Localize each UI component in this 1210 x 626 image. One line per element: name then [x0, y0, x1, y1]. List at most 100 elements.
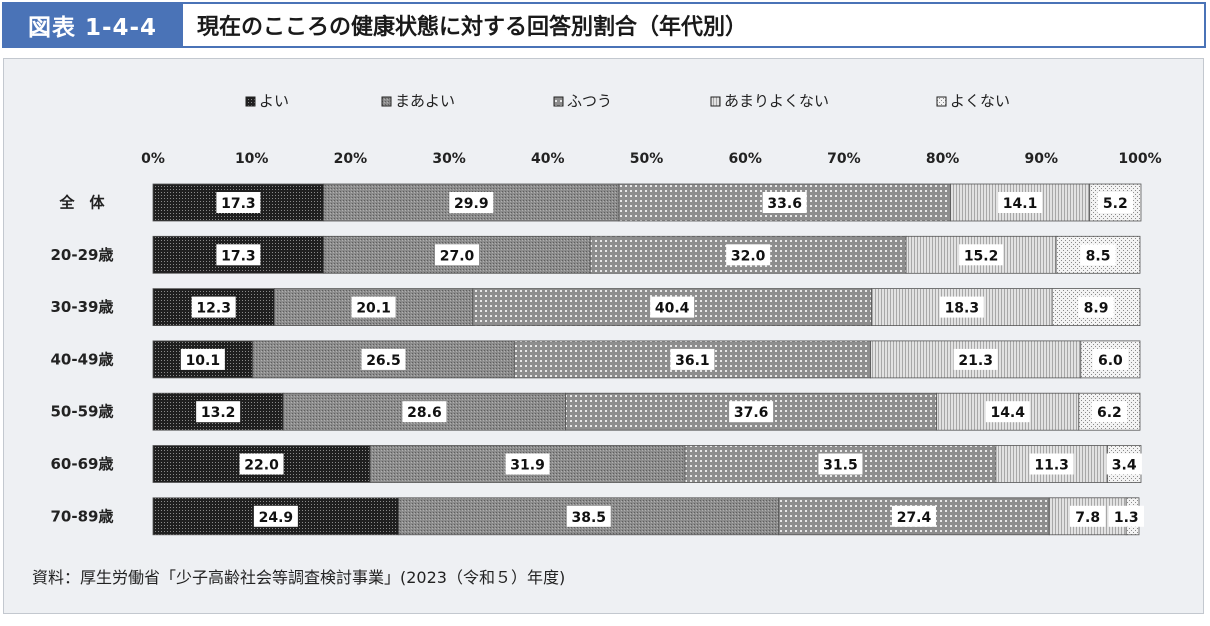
- data-label-box: [818, 453, 863, 475]
- data-label: 18.3: [945, 301, 980, 317]
- data-label: 38.5: [571, 510, 606, 526]
- data-label-box: [1092, 348, 1129, 370]
- category-label: 60-69歳: [51, 455, 114, 473]
- data-label: 31.9: [510, 458, 545, 474]
- data-label: 7.8: [1075, 510, 1100, 526]
- figure-header: 図表 1-4-4 現在のこころの健康状態に対する回答別割合（年代別）: [2, 2, 1206, 48]
- bar-segment: [871, 288, 1053, 327]
- legend-label-5: よくない: [950, 92, 1010, 110]
- chart-panel: よい まあよい ふつう あまりよくない よくない 0% 10% 20% 30% 40% 50% 60…: [3, 58, 1204, 614]
- legend-swatch-3: [553, 96, 564, 107]
- data-label-box: [953, 348, 998, 370]
- data-label-box: [1080, 244, 1116, 266]
- data-label: 6.2: [1097, 405, 1122, 421]
- data-label: 8.9: [1084, 301, 1109, 317]
- data-label: 11.3: [1034, 458, 1069, 474]
- data-label-box: [726, 244, 771, 266]
- data-label: 40.4: [655, 301, 690, 317]
- x-tick-label: 60%: [728, 151, 762, 167]
- data-label-box: [1091, 401, 1128, 423]
- data-label: 36.1: [675, 353, 710, 369]
- x-tick-label: 80%: [926, 151, 960, 167]
- legend-label-1: よい: [259, 92, 289, 110]
- data-label-box: [449, 192, 494, 213]
- category-label: 70-89歳: [51, 507, 114, 525]
- data-label-box: [566, 505, 611, 527]
- x-tick-label: 90%: [1025, 151, 1059, 167]
- data-label: 21.3: [958, 353, 993, 369]
- data-label: 26.5: [366, 353, 401, 369]
- data-label: 31.5: [823, 458, 858, 474]
- data-label-box: [216, 244, 261, 266]
- data-label-box: [939, 296, 984, 318]
- category-label: 40-49歳: [51, 350, 114, 368]
- data-label: 13.2: [201, 405, 236, 421]
- legend-label-2: まあよい: [395, 92, 455, 110]
- x-tick-label: 0%: [141, 151, 165, 167]
- data-label: 1.3: [1114, 510, 1139, 526]
- data-label-box: [361, 348, 406, 370]
- data-label-box: [351, 296, 396, 318]
- data-label-box: [434, 244, 479, 266]
- legend-label-4: あまりよくない: [724, 92, 829, 110]
- legend-swatch-2: [381, 96, 392, 107]
- source-note: 資料：厚生労働省「少子高齢社会等調査検討事業」(2023（令和５）年度): [32, 568, 566, 587]
- data-label: 27.0: [440, 248, 475, 264]
- category-label: 50-59歳: [51, 403, 114, 421]
- data-label: 10.1: [186, 353, 221, 369]
- legend-swatch-1: [245, 96, 256, 107]
- data-label-box: [216, 192, 261, 213]
- stacked-bar-chart: よい まあよい ふつう あまりよくない よくない 0% 10% 20% 30% 40% 50% 60…: [51, 92, 1162, 536]
- data-label-box: [650, 296, 695, 318]
- x-tick-label: 20%: [334, 151, 368, 167]
- data-label-box: [1078, 296, 1114, 318]
- data-label-box: [180, 348, 225, 370]
- data-label: 14.4: [990, 405, 1025, 421]
- legend-swatch-4: [710, 96, 721, 107]
- data-label-box: [253, 505, 298, 527]
- data-label-box: [670, 348, 715, 370]
- data-label-box: [959, 244, 1004, 266]
- data-label: 20.1: [356, 301, 391, 317]
- data-label: 14.1: [1003, 196, 1038, 212]
- data-label-box: [505, 453, 550, 475]
- data-label-box: [239, 453, 284, 475]
- data-label: 22.0: [244, 458, 279, 474]
- legend-swatch-5: [936, 96, 947, 107]
- data-label: 15.2: [964, 248, 999, 264]
- data-label: 5.2: [1103, 196, 1128, 212]
- data-label-box: [891, 505, 936, 527]
- x-tick-label: 40%: [531, 151, 565, 167]
- bar-segment: [589, 235, 907, 274]
- x-tick-label: 10%: [235, 151, 269, 167]
- data-label: 6.0: [1098, 353, 1123, 369]
- data-label: 3.4: [1112, 458, 1137, 474]
- data-label: 17.3: [221, 196, 256, 212]
- data-label-box: [998, 192, 1043, 213]
- data-label: 33.6: [767, 196, 802, 212]
- x-tick-label: 30%: [432, 151, 466, 167]
- data-label: 17.3: [221, 248, 256, 264]
- bar-segment: [282, 392, 566, 431]
- data-label-box: [762, 192, 807, 213]
- data-label: 12.3: [196, 301, 231, 317]
- data-label: 32.0: [731, 248, 766, 264]
- data-label: 37.6: [734, 405, 769, 421]
- data-label-box: [1108, 505, 1144, 527]
- data-label-box: [1029, 453, 1074, 475]
- data-label: 8.5: [1086, 248, 1111, 264]
- chart-title: 現在のこころの健康状態に対する回答別割合（年代別）: [183, 2, 1206, 48]
- data-label-box: [1097, 192, 1134, 213]
- bar-segment: [1051, 288, 1141, 327]
- category-label: 全 体: [58, 194, 105, 212]
- data-label: 24.9: [259, 510, 294, 526]
- x-tick-label: 70%: [827, 151, 861, 167]
- x-tick-label: 50%: [630, 151, 664, 167]
- data-label-box: [402, 401, 447, 423]
- data-label-box: [196, 401, 241, 423]
- category-label: 20-29歳: [51, 246, 114, 264]
- data-label: 29.9: [454, 196, 489, 212]
- data-label-box: [1069, 505, 1106, 527]
- data-label: 27.4: [897, 510, 932, 526]
- legend-label-3: ふつう: [567, 92, 612, 110]
